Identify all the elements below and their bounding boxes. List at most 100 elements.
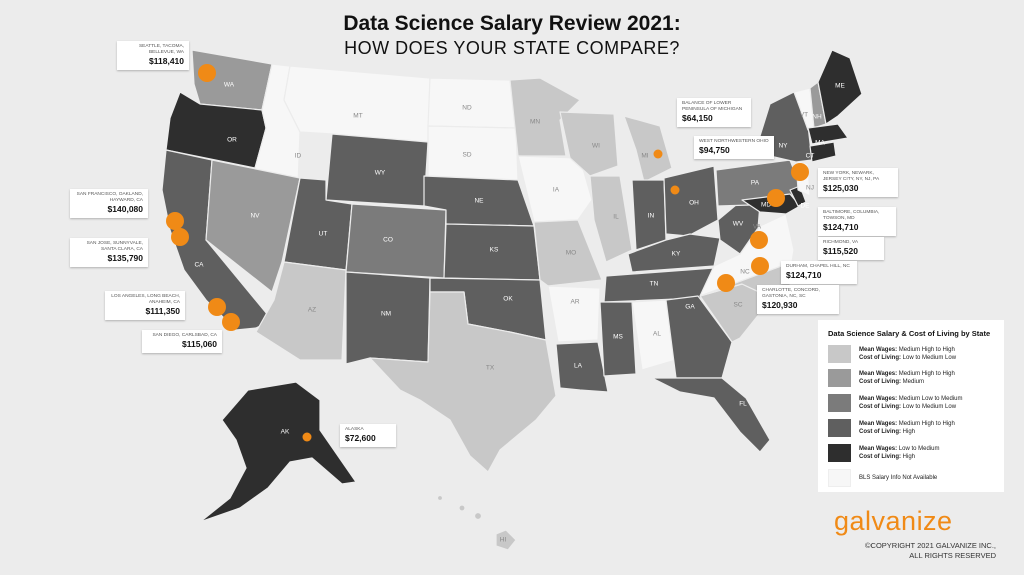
marker-seattle[interactable]	[198, 64, 216, 82]
island-hi-3	[473, 511, 483, 521]
state-label-wa: WA	[223, 81, 235, 89]
marker-sf[interactable]	[166, 212, 184, 230]
state-label-fl: FL	[739, 400, 747, 408]
state-co[interactable]	[345, 203, 447, 279]
legend-row-5: Mean Wages: Low to Medium Cost of Living…	[828, 443, 939, 463]
callout-location: WEST NORTHWESTERN OHIO	[699, 139, 769, 144]
legend-wage-prefix: Mean Wages:	[859, 396, 898, 402]
galvanize-logo[interactable]: galvanize	[834, 506, 953, 536]
callout-location: BALTIMORE, COLUMBIA, TOWSON, MD	[823, 210, 880, 221]
legend-row-na: BLS Salary Info Not Available	[828, 468, 937, 488]
legend-wage-prefix: Mean Wages:	[859, 421, 898, 427]
legend-text: Mean Wages: Medium High to High Cost of …	[859, 420, 955, 436]
marker-durham[interactable]	[751, 257, 769, 275]
callout-location: NEW YORK, NEWARK, JERSEY CITY, NY, NJ, P…	[823, 171, 880, 182]
state-sd[interactable]	[427, 125, 519, 181]
state-mt[interactable]	[283, 65, 431, 143]
state-nv[interactable]	[205, 159, 301, 293]
callout-location: SAN FRANCISCO, OAKLAND, HAYWARD, CA	[76, 192, 143, 203]
callout-oh-nw: WEST NORTHWESTERN OHIO $94,750	[694, 136, 774, 159]
state-label-ga: GA	[685, 303, 695, 311]
state-label-id: ID	[294, 152, 302, 160]
legend-swatch	[828, 369, 851, 387]
callout-sj: SAN JOSE, SUNNYVALE, SANTA CLARA, CA $13…	[70, 238, 148, 267]
state-label-ma: MA	[815, 139, 825, 147]
marker-la[interactable]	[208, 298, 226, 316]
state-label-al: AL	[653, 330, 661, 338]
marker-charlotte[interactable]	[717, 274, 735, 292]
state-label-hi: HI	[499, 536, 507, 544]
state-label-tx: TX	[485, 364, 495, 372]
legend-wage-value: Medium High to High	[898, 347, 955, 353]
legend-col-prefix: Cost of Living:	[859, 429, 901, 435]
callout-location: LOS ANGELES, LONG BEACH, ANAHEIM, CA	[111, 294, 180, 305]
legend-text: Mean Wages: Low to Medium Cost of Living…	[859, 445, 939, 461]
island-hi-2	[458, 504, 466, 512]
state-label-de: DE	[800, 202, 810, 210]
state-wi[interactable]	[559, 111, 619, 177]
state-me[interactable]	[817, 49, 863, 125]
callout-salary: $115,060	[182, 339, 217, 349]
state-ct[interactable]	[809, 141, 837, 163]
callout-charlotte: CHARLOTTE, CONCORD, GASTONIA, NC, SC $12…	[757, 285, 839, 314]
state-nd[interactable]	[427, 77, 517, 129]
state-label-ak: AK	[280, 428, 290, 436]
state-label-in: IN	[647, 212, 655, 220]
callout-location: DURHAM, CHAPEL HILL, NC	[786, 264, 850, 269]
marker-oh-nw[interactable]	[670, 185, 680, 195]
state-hi[interactable]	[495, 529, 517, 551]
legend-row-1: Mean Wages: Medium High to High Cost of …	[828, 344, 956, 364]
callout-salary: $94,750	[699, 145, 730, 155]
state-la[interactable]	[555, 341, 609, 393]
legend-wage-prefix: Mean Wages:	[859, 371, 898, 377]
state-mi[interactable]	[623, 115, 673, 183]
state-mo[interactable]	[533, 219, 603, 287]
callout-location: CHARLOTTE, CONCORD, GASTONIA, NC, SC	[762, 288, 820, 299]
state-label-ky: KY	[671, 250, 681, 258]
legend-col-prefix: Cost of Living:	[859, 404, 901, 410]
state-label-mi: MI	[641, 152, 649, 160]
marker-sd[interactable]	[222, 313, 240, 331]
marker-alaska[interactable]	[302, 432, 312, 442]
state-oh[interactable]	[663, 165, 719, 237]
state-ak[interactable]	[199, 381, 357, 523]
state-ma[interactable]	[807, 123, 849, 145]
page-title: Data Science Salary Review 2021:	[343, 12, 681, 35]
callout-baltimore: BALTIMORE, COLUMBIA, TOWSON, MD $124,710	[818, 207, 896, 236]
state-label-ok: OK	[503, 295, 513, 303]
state-nm[interactable]	[345, 271, 431, 365]
copyright: ©COPYRIGHT 2021 GALVANIZE INC., ALL RIGH…	[865, 541, 996, 561]
state-tx[interactable]	[369, 291, 557, 473]
marker-nyc[interactable]	[791, 163, 809, 181]
state-ms[interactable]	[599, 301, 637, 377]
marker-mi-lower[interactable]	[653, 149, 663, 159]
state-label-vt: VT	[799, 111, 809, 119]
state-label-pa: PA	[750, 179, 760, 187]
state-label-nv: NV	[250, 212, 260, 220]
callout-location: BALANCE OF LOWER PENINSULA OF MICHIGAN	[682, 101, 743, 112]
callout-location: SAN DIEGO, CARLSBAD, CA	[152, 333, 217, 338]
state-de[interactable]	[789, 185, 807, 207]
state-label-ct: CT	[805, 152, 815, 160]
legend-swatch	[828, 419, 851, 437]
callout-durham: DURHAM, CHAPEL HILL, NC $124,710	[781, 261, 857, 284]
legend-text: Mean Wages: Medium Low to Medium Cost of…	[859, 395, 963, 411]
state-ar[interactable]	[547, 285, 601, 343]
state-label-or: OR	[227, 136, 237, 144]
callout-salary: $124,710	[786, 270, 822, 280]
marker-baltimore[interactable]	[767, 189, 785, 207]
state-label-wi: WI	[592, 142, 600, 150]
state-label-ne: NE	[474, 197, 484, 205]
legend-row-3: Mean Wages: Medium Low to Medium Cost of…	[828, 393, 963, 413]
marker-sj[interactable]	[171, 228, 189, 246]
marker-richmond[interactable]	[750, 231, 768, 249]
legend-swatch	[828, 444, 851, 462]
state-label-ny: NY	[778, 142, 788, 150]
callout-salary: $120,930	[762, 300, 798, 310]
state-fl[interactable]	[651, 377, 771, 453]
state-label-sd: SD	[462, 151, 472, 159]
callout-salary: $64,150	[682, 113, 713, 123]
state-il[interactable]	[589, 175, 633, 263]
state-ga[interactable]	[665, 295, 733, 379]
legend-na-text: BLS Salary Info Not Available	[859, 475, 938, 481]
